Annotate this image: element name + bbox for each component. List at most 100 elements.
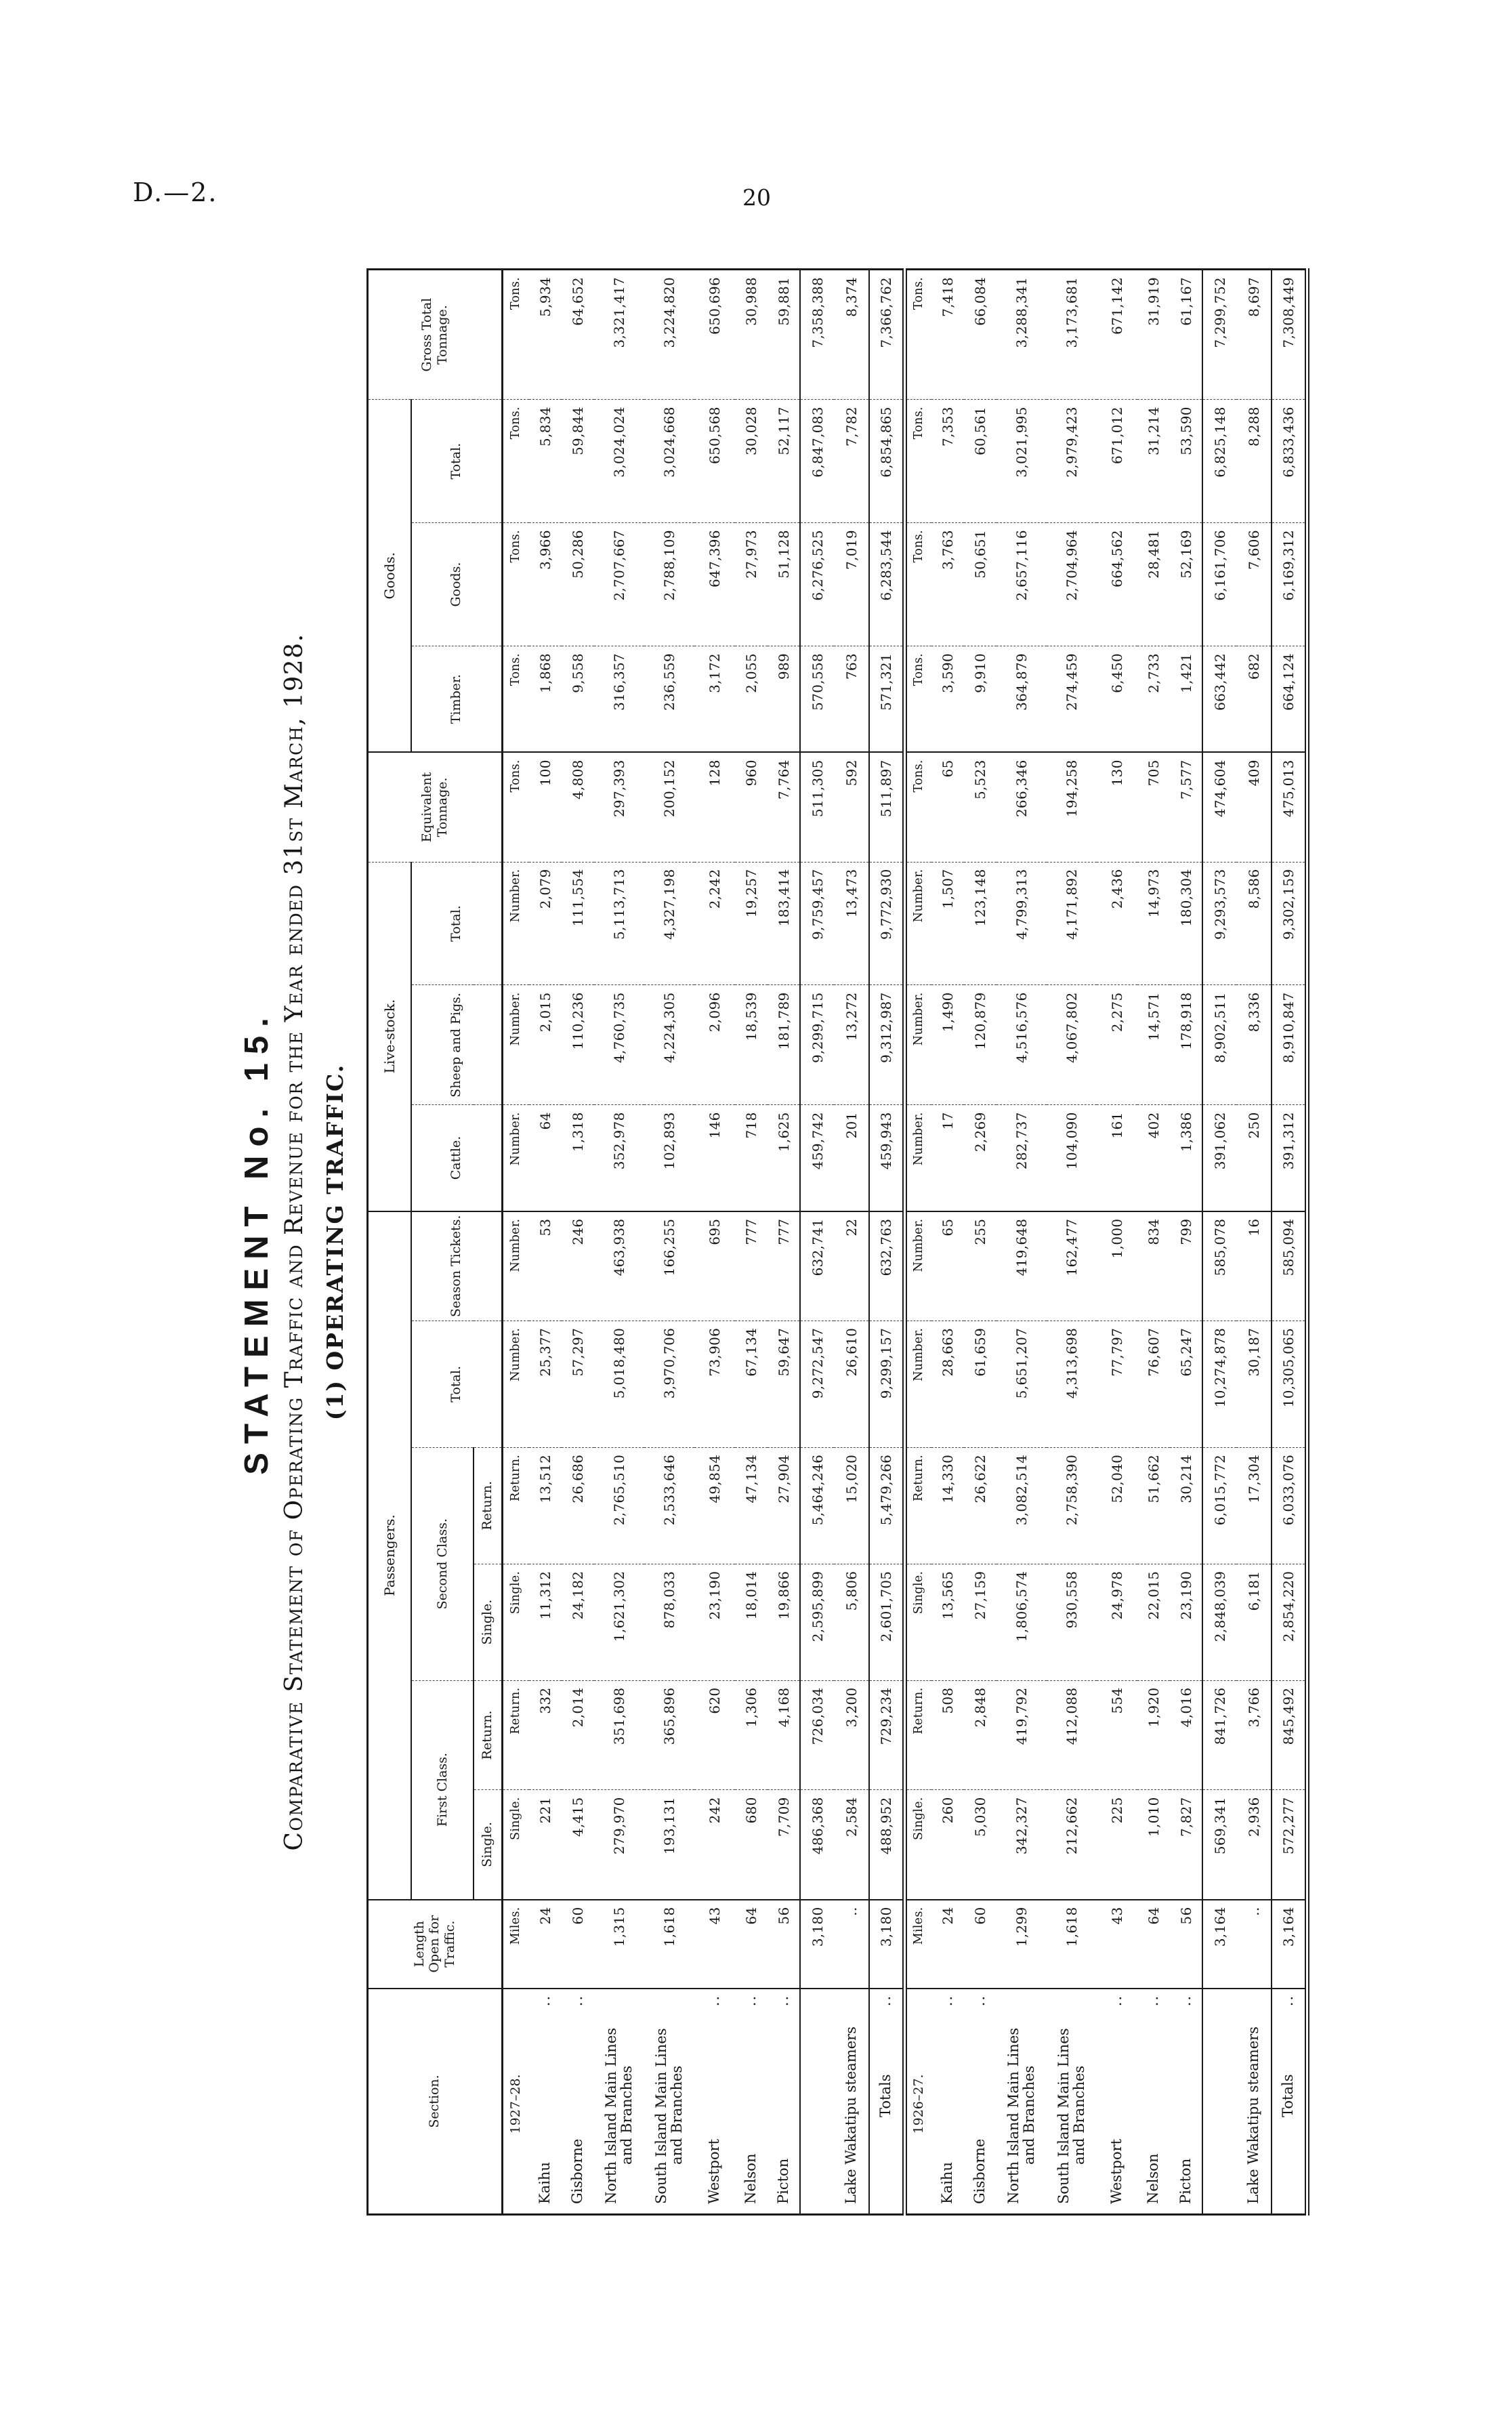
data-cell: 53	[529, 1211, 562, 1321]
data-cell: 1,318	[562, 1104, 594, 1211]
data-cell: 2,758,390	[1047, 1447, 1097, 1564]
totals-cell: 9,302,159	[1272, 862, 1307, 985]
data-cell: 14,571	[1137, 985, 1170, 1105]
totals-label: Totals..	[1272, 1988, 1307, 2215]
data-cell: 19,257	[735, 862, 768, 985]
totals-cell: 3,180	[869, 1899, 904, 1989]
data-cell: 1,421	[1170, 646, 1202, 753]
data-cell: 1,315	[594, 1899, 644, 1989]
data-cell: 364,879	[996, 646, 1047, 753]
page-number: 20	[742, 184, 771, 211]
header-passengers-group: Passengers.	[367, 1211, 411, 1900]
data-cell: 178,918	[1170, 985, 1202, 1105]
data-cell: 664,562	[1097, 522, 1137, 646]
unit-label: Tons.	[904, 646, 931, 753]
data-cell: 3,763	[931, 522, 964, 646]
data-cell: 3,021,995	[996, 399, 1047, 523]
data-cell: 180,304	[1170, 862, 1202, 985]
leader-dots: ..	[1177, 1994, 1194, 2007]
data-cell: 402	[1137, 1104, 1170, 1211]
data-cell: 4,799,313	[996, 862, 1047, 985]
data-cell: 763	[834, 646, 869, 753]
data-cell: 23,190	[1170, 1564, 1202, 1681]
data-cell: 2,704,964	[1047, 522, 1097, 646]
data-cell: 4,516,576	[996, 985, 1047, 1105]
data-cell: 53,590	[1170, 399, 1202, 523]
data-cell: 9,910	[964, 646, 996, 753]
data-cell: 365,896	[644, 1680, 694, 1790]
data-cell: 104,090	[1047, 1104, 1097, 1211]
table-row: Nelson.. 64 680 1,306 18,014 47,134 67,134 777 7…	[735, 269, 768, 2215]
data-cell: 777	[768, 1211, 800, 1321]
section-name-line2: and Branches	[1071, 2065, 1087, 2165]
document-id: D.—2.	[133, 178, 218, 207]
subtotal-cell: 9,299,715	[800, 985, 834, 1105]
totals-cell: 664,124	[1272, 646, 1307, 753]
subtotal-cell: 841,726	[1202, 1680, 1236, 1790]
data-cell: 554	[1097, 1680, 1137, 1790]
subtotal-cell: 6,015,772	[1202, 1447, 1236, 1564]
totals-cell: 9,312,987	[869, 985, 904, 1105]
data-cell: 161	[1097, 1104, 1137, 1211]
table-row: Picton.. 56 7,709 4,168 19,866 27,904 59,647 77…	[768, 269, 800, 2215]
totals-cell: 6,033,076	[1272, 1447, 1307, 1564]
header-livestock-total: Total.	[411, 862, 502, 985]
lake-wakatipu-row: Lake Wakatipu steamers.. 2,936 3,766 6,181 1…	[1236, 269, 1272, 2215]
data-cell: ..	[834, 1899, 869, 1989]
operating-traffic-table: Section. Length Open for Traffic. Passen…	[366, 268, 1309, 2216]
subtotal-cell: 585,078	[1202, 1211, 1236, 1321]
data-cell: 59,881	[768, 269, 800, 400]
data-cell: 200,152	[644, 752, 694, 862]
section-label: South Island Main Lines and Branches	[1047, 1989, 1097, 2215]
data-cell: 14,973	[1137, 862, 1170, 985]
data-cell: 2,788,109	[644, 522, 694, 646]
data-cell: 24,182	[562, 1564, 594, 1681]
data-cell: 43	[694, 1899, 735, 1989]
data-cell: 3,024,024	[594, 399, 644, 523]
data-cell: 57,297	[562, 1321, 594, 1448]
data-cell: 1,625	[768, 1104, 800, 1211]
header-goods-group: Goods.	[367, 399, 411, 753]
data-cell: 351,698	[594, 1680, 644, 1790]
unit-label: Number.	[904, 985, 931, 1105]
data-cell: 59,647	[768, 1321, 800, 1448]
data-cell: 682	[1236, 646, 1272, 753]
subtotal-cell: 570,558	[800, 646, 834, 753]
data-cell: 5,018,480	[594, 1321, 644, 1448]
data-cell: 194,258	[1047, 752, 1097, 862]
unit-row: 1927–28. Miles. Single. Return. Single. Retur…	[502, 269, 529, 2215]
data-cell: 56	[768, 1899, 800, 1989]
data-cell: 1,618	[1047, 1899, 1097, 1989]
data-cell: 201	[834, 1104, 869, 1211]
header-gross-total: Gross Total Tonnage.	[367, 269, 502, 400]
data-cell: 3,224,820	[644, 269, 694, 400]
data-cell: 51,128	[768, 522, 800, 646]
data-cell: 15,020	[834, 1447, 869, 1564]
section-name: Totals	[877, 2074, 894, 2117]
totals-row: Totals.. 3,164 572,277 845,492 2,854,220 6,03…	[1272, 269, 1307, 2215]
data-cell: 250	[1236, 1104, 1272, 1211]
totals-label: Totals..	[869, 1988, 904, 2215]
data-cell: 30,988	[735, 269, 768, 400]
header-livestock-group: Live-stock.	[367, 862, 411, 1211]
header-sheep-pigs: Sheep and Pigs.	[411, 985, 502, 1105]
table-row: Kaihu.. 24 260 508 13,565 14,330 28,663 65 17 1,4…	[931, 269, 964, 2215]
leader-dots: ..	[569, 1994, 586, 2007]
totals-cell: 6,283,544	[869, 522, 904, 646]
data-cell: 2,015	[529, 985, 562, 1105]
totals-cell: 391,312	[1272, 1104, 1307, 1211]
data-cell: 7,827	[1170, 1789, 1202, 1900]
data-cell: 1,806,574	[996, 1564, 1047, 1681]
totals-cell: 511,897	[869, 752, 904, 862]
data-cell: 412,088	[1047, 1680, 1097, 1790]
subtotal-cell: 9,759,457	[800, 862, 834, 985]
section-name: Kaihu	[939, 2162, 956, 2204]
data-cell: 67,134	[735, 1321, 768, 1448]
section-name: Picton	[774, 2158, 791, 2204]
unit-label: Return.	[904, 1447, 931, 1564]
leader-dots: ..	[1145, 1994, 1162, 2007]
data-cell: 1,618	[644, 1899, 694, 1989]
data-cell: 50,286	[562, 522, 594, 646]
data-cell: 2,707,667	[594, 522, 644, 646]
section-label: Picton..	[1170, 1989, 1202, 2215]
